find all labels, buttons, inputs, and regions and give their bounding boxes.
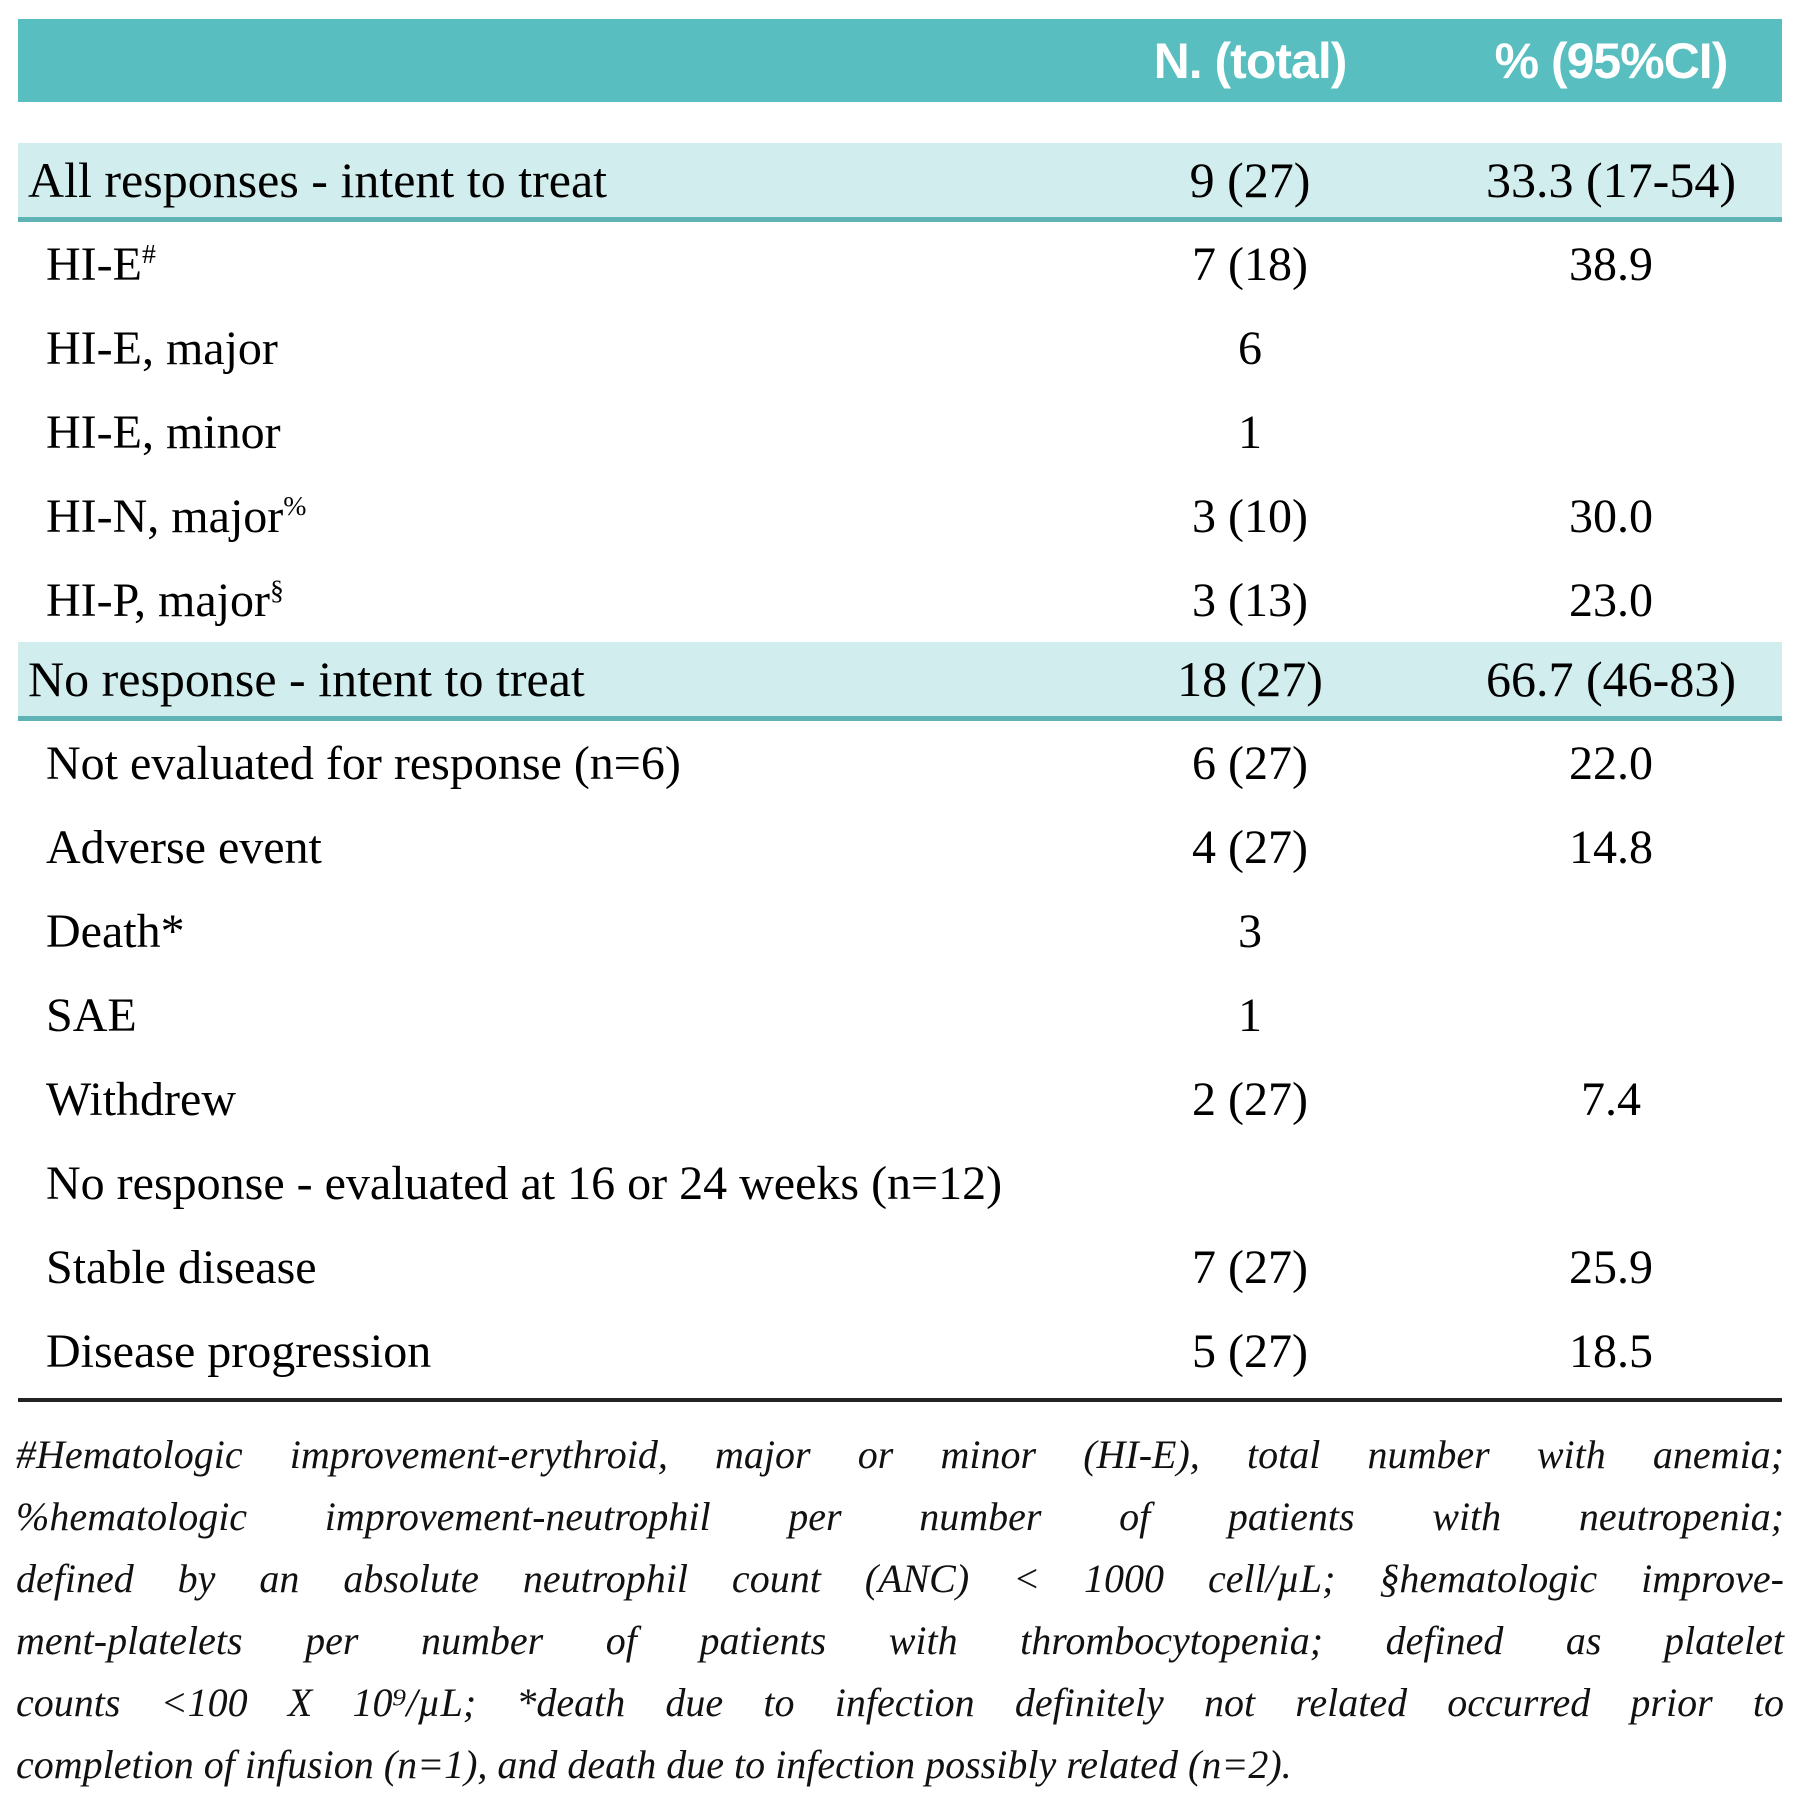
row-n-value: 3 (10)	[1192, 489, 1308, 543]
band-label: No response - intent to treat	[28, 651, 585, 707]
header-gap	[18, 102, 1782, 143]
table-row: SAE 1	[18, 973, 1782, 1057]
section-band: All responses - intent to treat 9 (27) 33.…	[18, 143, 1782, 222]
row-pct-value: 22.0	[1569, 736, 1653, 790]
row-pct-value: 14.8	[1569, 820, 1653, 874]
row-label: SAE	[18, 988, 1060, 1043]
column-header-n-total: N. (total)	[1153, 32, 1348, 89]
footnote-line: #Hematologic improvement-erythroid, majo…	[16, 1432, 1784, 1477]
row-n-value: 1	[1238, 405, 1262, 459]
table-row: HI-E, minor 1	[18, 390, 1782, 474]
section-band: No response - intent to treat 18 (27) 66.7…	[18, 642, 1782, 721]
row-label-text: Death*	[46, 904, 185, 958]
band-n-value: 9 (27)	[1189, 152, 1311, 208]
table-row: Stable disease 7 (27) 25.9	[18, 1225, 1782, 1309]
table-row: Withdrew 2 (27) 7.4	[18, 1057, 1782, 1141]
row-label: Withdrew	[18, 1072, 1060, 1127]
row-n-value: 1	[1238, 988, 1262, 1042]
row-pct-value: 38.9	[1569, 237, 1653, 291]
row-label-text: Disease progression	[46, 1324, 432, 1378]
row-label-text: HI-E	[46, 237, 142, 291]
footnote: #Hematologic improvement-erythroid, majo…	[16, 1424, 1784, 1796]
row-n-value: 3	[1238, 904, 1262, 958]
row-label: HI-P, major§	[18, 573, 1060, 628]
row-pct-value: 25.9	[1569, 1240, 1653, 1294]
band-label: All responses - intent to treat	[28, 152, 608, 208]
row-pct-value: 18.5	[1569, 1324, 1653, 1378]
row-footnote-marker: %	[283, 490, 307, 522]
divider-rule	[18, 1398, 1782, 1402]
row-label: HI-N, major%	[18, 489, 1060, 544]
row-label: Not evaluated for response (n=6)	[18, 736, 1060, 791]
band-pct-value: 66.7 (46-83)	[1486, 651, 1736, 707]
footnote-line: defined by an absolute neutrophil count …	[16, 1556, 1784, 1601]
table-row: Adverse event 4 (27) 14.8	[18, 805, 1782, 889]
row-label: Stable disease	[18, 1240, 1060, 1295]
table-row: HI-N, major% 3 (10) 30.0	[18, 474, 1782, 558]
table-row: No response - evaluated at 16 or 24 week…	[18, 1141, 1782, 1225]
row-label-text: Stable disease	[46, 1240, 317, 1294]
row-pct-value: 23.0	[1569, 573, 1653, 627]
row-n-value: 7 (18)	[1192, 237, 1308, 291]
footnote-line: completion of infusion (n=1), and death …	[16, 1742, 1292, 1787]
row-label: HI-E, major	[18, 321, 1060, 376]
row-n-value: 6 (27)	[1192, 736, 1308, 790]
table-row: Disease progression 5 (27) 18.5	[18, 1309, 1782, 1393]
row-label-text: HI-P, major	[46, 573, 270, 627]
row-label: HI-E#	[18, 237, 1060, 292]
row-label: Adverse event	[18, 820, 1060, 875]
footnote-line: counts <100 X 10⁹/µL; *death due to infe…	[16, 1680, 1784, 1725]
results-table: N. (total) % (95%CI) All responses - int…	[18, 19, 1782, 1393]
band-pct-value: 33.3 (17-54)	[1486, 152, 1736, 208]
footnote-line: %hematologic improvement-neutrophil per …	[16, 1494, 1784, 1539]
row-label-text: Not evaluated for response (n=6)	[46, 736, 681, 790]
row-label-text: HI-N, major	[46, 489, 284, 543]
table-row: HI-P, major§ 3 (13) 23.0	[18, 558, 1782, 642]
row-label-text: HI-E, minor	[46, 405, 281, 459]
table-body: All responses - intent to treat 9 (27) 33.…	[18, 143, 1782, 1393]
row-label: Death*	[18, 904, 1060, 959]
row-pct-value: 30.0	[1569, 489, 1653, 543]
band-n-value: 18 (27)	[1177, 651, 1323, 707]
row-n-value: 4 (27)	[1192, 820, 1308, 874]
column-header-pct-ci: % (95%CI)	[1494, 32, 1729, 89]
footnote-line: ment-platelets per number of patients wi…	[16, 1618, 1784, 1663]
row-n-value: 5 (27)	[1192, 1324, 1308, 1378]
row-label-text: SAE	[46, 988, 137, 1042]
row-label-text: Adverse event	[46, 820, 322, 874]
row-n-value: 2 (27)	[1192, 1072, 1308, 1126]
row-n-value: 3 (13)	[1192, 573, 1308, 627]
row-label: No response - evaluated at 16 or 24 week…	[18, 1156, 1060, 1211]
row-n-value: 7 (27)	[1192, 1240, 1308, 1294]
row-footnote-marker: §	[269, 574, 284, 606]
row-pct-value: 7.4	[1581, 1072, 1641, 1126]
row-footnote-marker: #	[141, 238, 156, 270]
table-row: HI-E, major 6	[18, 306, 1782, 390]
row-label-text: No response - evaluated at 16 or 24 week…	[46, 1156, 1003, 1210]
table-row: Death* 3	[18, 889, 1782, 973]
table-row: HI-E# 7 (18) 38.9	[18, 222, 1782, 306]
row-label-text: HI-E, major	[46, 321, 278, 375]
row-label: Disease progression	[18, 1324, 1060, 1379]
row-label: HI-E, minor	[18, 405, 1060, 460]
row-label-text: Withdrew	[46, 1072, 237, 1126]
row-n-value: 6	[1238, 321, 1262, 375]
table-header-row: N. (total) % (95%CI)	[18, 19, 1782, 102]
table-row: Not evaluated for response (n=6) 6 (27) 22…	[18, 721, 1782, 805]
